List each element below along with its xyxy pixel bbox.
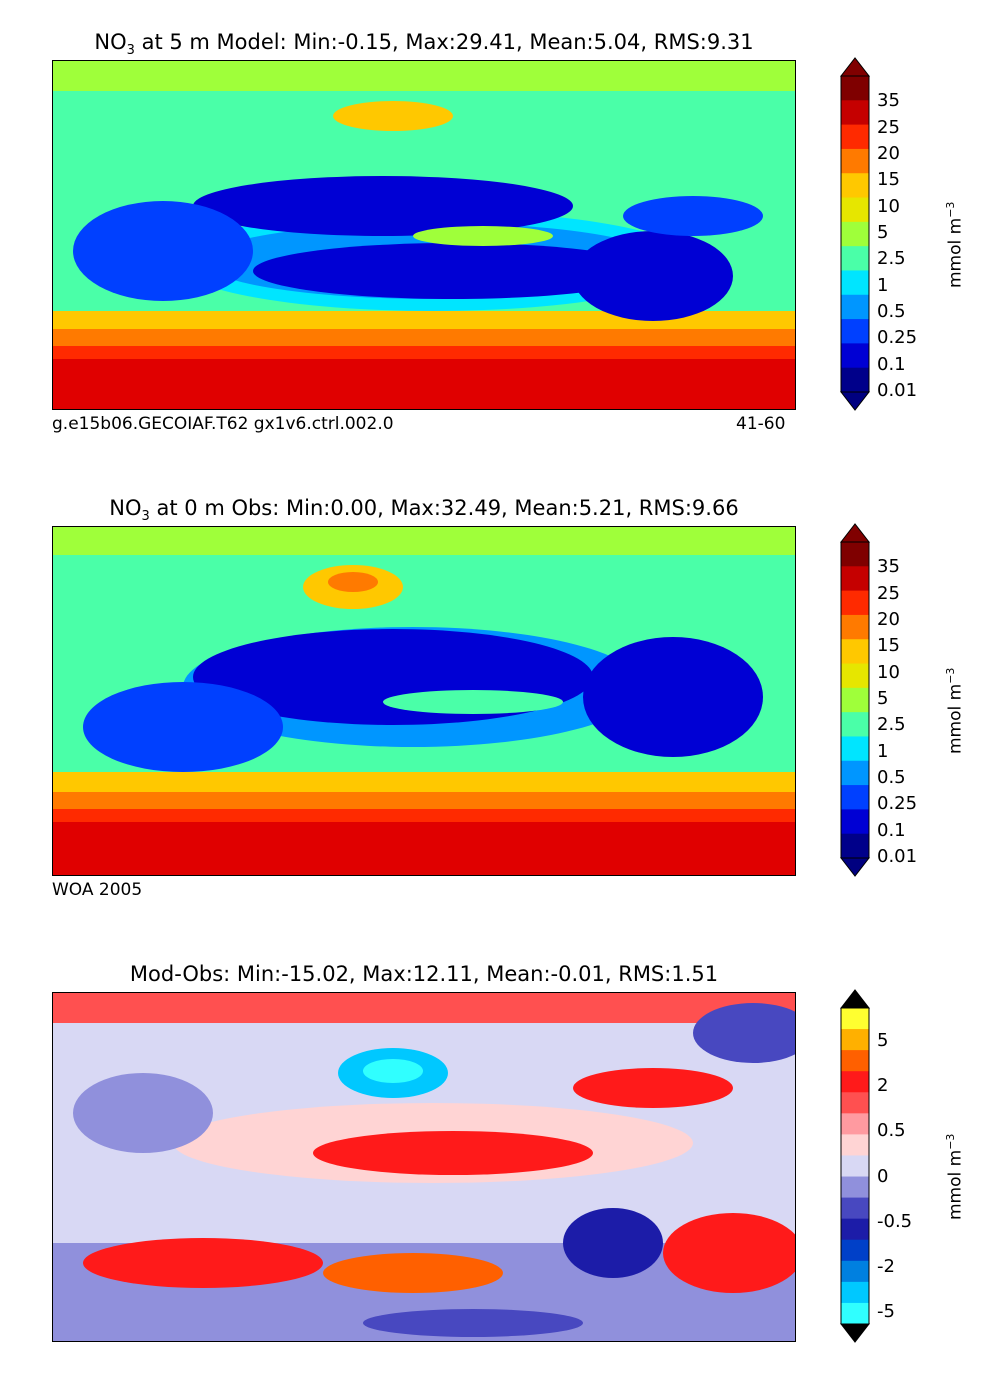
colorbar-tick-label: 20 [877,142,900,164]
colorbar-tick-label: 0.25 [877,793,918,815]
colorbar-segment [841,590,869,616]
colorbar-segment [841,124,869,150]
colorbar-segment [841,833,869,859]
panel-title: Mod-Obs: Min:-15.02, Max:12.11, Mean:-0.… [129,962,719,986]
colorbar-outline [840,541,870,859]
colorbar-segment [841,1134,869,1156]
colorbar-segment [841,663,869,689]
nitrate-field [53,61,795,409]
colorbar-tick-label: 15 [877,169,900,191]
colorbar-segment [841,687,869,713]
colorbar-segment [841,246,869,271]
colorbar-segment [841,1071,869,1093]
colorbar-tick-label: 10 [877,661,900,683]
colorbar-tick-label: 10 [877,195,900,217]
nitrate-field [53,527,795,875]
colorbar-extend-top [839,57,871,77]
colorbar-tick-label: 35 [877,90,900,112]
colorbar-tick-label: 20 [877,608,900,630]
colorbar-segment [841,785,869,810]
colorbar-tick-label: 1 [877,740,889,762]
colorbar-segment [841,1029,869,1051]
colorbar-tick-label: 15 [877,635,900,657]
colorbar-segment [841,173,869,199]
colorbar-segment [841,197,869,223]
colorbar-tick-label: 0 [877,1165,889,1187]
colorbar-outline [840,75,870,393]
colorbar-tick-label: 0.25 [877,327,918,349]
difference-field [53,993,795,1341]
colorbar-segment [841,1155,869,1178]
colorbar-unit: mmol m−3 [944,1133,966,1220]
colorbar-segment [841,1008,869,1030]
colorbar-tick-label: 0.5 [877,766,906,788]
colorbar-segment [841,1050,869,1072]
colorbar-extend-bottom [839,1323,871,1343]
colorbar-segment [841,221,869,247]
colorbar-tick-label: 1 [877,274,889,296]
colorbar-tick-label: 0.01 [877,845,918,867]
map-obs [52,526,796,876]
colorbar-segment [841,294,869,320]
colorbar-extend-top [839,989,871,1009]
colorbar-tick-label: 2.5 [877,714,906,736]
colorbar-obs [839,523,871,877]
colorbar-segment [841,1092,869,1114]
colorbar-segment [841,270,869,296]
colorbar-diff [839,989,871,1343]
map-model [52,60,796,410]
colorbar-tick-label: 0.1 [877,819,906,841]
colorbar-segment [841,343,869,369]
colorbar-tick-label: 5 [877,1030,889,1052]
colorbar-segment [841,76,869,101]
colorbar-tick-label: 5 [877,221,889,243]
colorbar-tick-label: 5 [877,687,889,709]
colorbar-segment [841,760,869,786]
colorbar-segment [841,1176,869,1199]
colorbar-segment [841,542,869,567]
colorbar-model [839,57,871,411]
colorbar-tick-label: 0.5 [877,300,906,322]
colorbar-unit: mmol m−3 [944,201,966,288]
colorbar-segment [841,100,869,126]
colorbar-segment [841,1302,869,1325]
colorbar-segment [841,1260,869,1283]
footer-years: 41-60 [736,414,786,434]
colorbar-segment [841,1281,869,1304]
colorbar-segment [841,639,869,665]
colorbar-extend-bottom [839,857,871,877]
footer-source: WOA 2005 [52,880,143,900]
colorbar-tick-label: 2 [877,1075,889,1097]
colorbar-segment [841,1113,869,1135]
colorbar-extend-bottom [839,391,871,411]
colorbar-segment [841,809,869,835]
footer-case: g.e15b06.GECOIAF.T62 gx1v6.ctrl.002.0 [52,414,394,434]
colorbar-segment [841,367,869,393]
colorbar-segment [841,736,869,762]
colorbar-tick-label: 2.5 [877,248,906,270]
colorbar-tick-label: 25 [877,116,900,138]
colorbar-extend-top [839,523,871,543]
colorbar-segment [841,1197,869,1220]
colorbar-tick-label: 35 [877,556,900,578]
colorbar-segment [841,712,869,737]
colorbar-tick-label: 0.5 [877,1120,906,1142]
colorbar-tick-label: -2 [877,1255,895,1277]
colorbar-tick-label: 0.01 [877,379,918,401]
panel-title: NO3 at 0 m Obs: Min:0.00, Max:32.49, Mea… [109,496,739,525]
colorbar-segment [841,319,869,344]
colorbar-segment [841,1239,869,1262]
colorbar-tick-label: -0.5 [877,1210,913,1232]
panel-title: NO3 at 5 m Model: Min:-0.15, Max:29.41, … [94,30,754,59]
colorbar-outline [840,1007,870,1325]
colorbar-segment [841,148,869,174]
colorbar-tick-label: -5 [877,1300,895,1322]
colorbar-unit: mmol m−3 [944,667,966,754]
colorbar-segment [841,1218,869,1241]
colorbar-segment [841,566,869,592]
colorbar-tick-label: 25 [877,582,900,604]
colorbar-tick-label: 0.1 [877,353,906,375]
map-difference [52,992,796,1342]
colorbar-segment [841,614,869,640]
